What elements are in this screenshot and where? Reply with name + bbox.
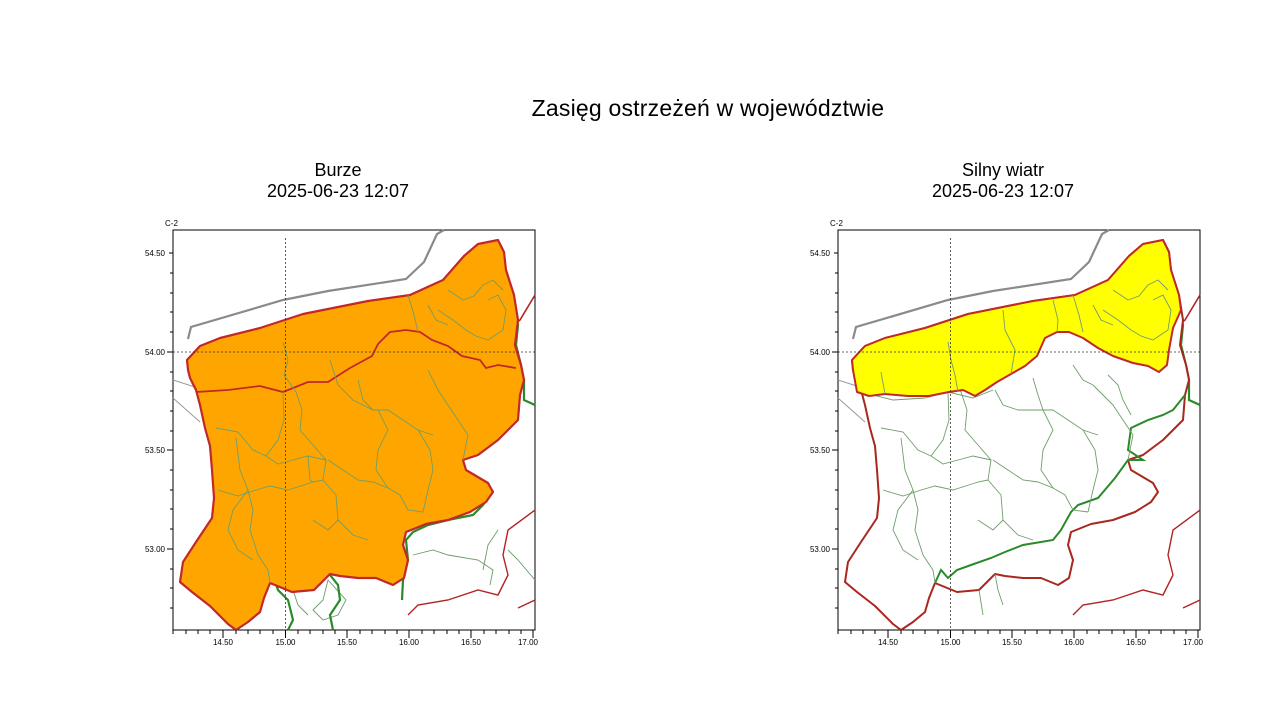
county-border bbox=[412, 529, 536, 586]
y-tick-label: 54.50 bbox=[810, 249, 831, 258]
page-title: Zasięg ostrzeżeń w województwie bbox=[531, 95, 885, 121]
y-tick-label: 53.00 bbox=[145, 545, 166, 554]
warning-region bbox=[851, 239, 1182, 397]
map-panel-silny-wiatr: Silny wiatr 2025-06-23 12:07 C-2 bbox=[753, 160, 1253, 650]
x-tick-label: 16.00 bbox=[399, 638, 420, 647]
y-tick-label: 54.00 bbox=[810, 348, 831, 357]
panel-title-datetime: 2025-06-23 12:07 bbox=[931, 181, 1075, 201]
x-tick-label: 14.50 bbox=[213, 638, 234, 647]
x-tick-label: 15.50 bbox=[1002, 638, 1023, 647]
county-borders bbox=[880, 279, 1172, 395]
x-tick-label: 15.50 bbox=[337, 638, 358, 647]
warning-map-burze: C-2 bbox=[145, 219, 539, 647]
panel-title-name: Burze bbox=[314, 160, 362, 180]
x-axis-ticks bbox=[837, 630, 1199, 638]
panel-title: Silny wiatr 2025-06-23 12:07 bbox=[753, 160, 1253, 202]
map-panel-burze: Burze 2025-06-23 12:07 C-2 bbox=[88, 160, 588, 650]
panel-title-datetime: 2025-06-23 12:07 bbox=[266, 181, 410, 201]
county-border bbox=[312, 579, 347, 621]
x-tick-label: 16.00 bbox=[1064, 638, 1085, 647]
panel-title: Burze 2025-06-23 12:07 bbox=[88, 160, 588, 202]
y-tick-label: 53.50 bbox=[810, 446, 831, 455]
panel-title-name: Silny wiatr bbox=[961, 160, 1045, 180]
y-tick-label: 54.00 bbox=[145, 348, 166, 357]
x-tick-label: 16.50 bbox=[1126, 638, 1147, 647]
y-tick-label: 53.50 bbox=[145, 446, 166, 455]
neighbor-border bbox=[407, 509, 536, 616]
y-tick-label: 54.50 bbox=[145, 249, 166, 258]
corner-label: C-2 bbox=[830, 219, 843, 228]
warning-region bbox=[178, 238, 526, 632]
y-axis-ticks bbox=[167, 252, 173, 609]
coastline bbox=[851, 229, 1110, 340]
county-borders bbox=[860, 341, 1134, 616]
x-tick-label: 17.00 bbox=[518, 638, 539, 647]
x-axis-ticks bbox=[172, 630, 534, 638]
y-axis-ticks bbox=[832, 252, 838, 609]
neighbor-border bbox=[1072, 509, 1201, 616]
warning-map-silny-wiatr: C-2 bbox=[810, 219, 1204, 647]
x-tick-label: 15.00 bbox=[275, 638, 296, 647]
x-tick-label: 16.50 bbox=[461, 638, 482, 647]
neighbor-border bbox=[328, 574, 342, 631]
x-tick-label: 17.00 bbox=[1183, 638, 1204, 647]
x-tick-label: 15.00 bbox=[940, 638, 961, 647]
corner-label: C-2 bbox=[165, 219, 178, 228]
x-tick-label: 14.50 bbox=[878, 638, 899, 647]
y-tick-label: 53.00 bbox=[810, 545, 831, 554]
coastline bbox=[186, 229, 445, 340]
county-border bbox=[292, 589, 309, 616]
neighbor-border bbox=[934, 394, 1186, 584]
